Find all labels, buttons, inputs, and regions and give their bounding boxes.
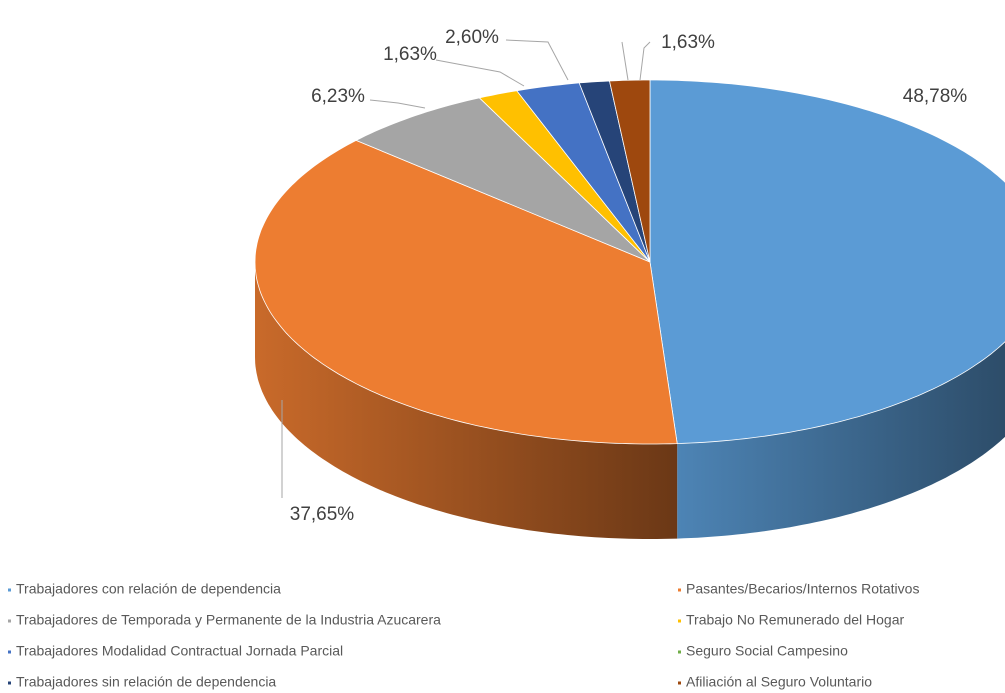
legend-marker [8,650,11,654]
data-label: 1,63% [661,32,715,53]
legend-label: Trabajadores de Temporada y Permanente d… [16,612,441,628]
pie-slice [578,80,651,263]
legend-marker [8,619,11,623]
legend-marker [678,588,681,592]
pie-tops [254,79,1005,445]
leader-line [639,41,651,81]
legend: Trabajadores con relación de dependencia… [8,581,919,690]
data-label: 6,23% [311,86,365,107]
pie-slice [254,139,678,445]
legend-label: Trabajadores con relación de dependencia [16,581,281,597]
legend-label: Trabajadores Modalidad Contractual Jorna… [16,643,343,659]
pie-side [255,262,678,539]
legend-label: Trabajo No Remunerado del Hogar [686,612,904,628]
leader-line [621,41,629,81]
legend-marker [678,650,681,654]
data-label: 1,63% [383,44,437,65]
legend-marker [678,619,681,623]
legend-label: Pasantes/Becarios/Internos Rotativos [686,581,919,597]
legend-marker [8,588,11,592]
pie-side [677,341,1005,539]
leader-line [505,39,569,81]
pie-slice [609,79,651,263]
data-label: 48,78% [903,86,968,107]
data-label: 2,60% [445,27,499,48]
leader-line [435,59,525,87]
leader-line [369,99,426,109]
legend-label: Seguro Social Campesino [686,643,848,659]
pie-slice [478,90,651,263]
data-label: 37,65% [290,504,355,525]
pie-slice [516,82,651,263]
legend-label: Afiliación al Seguro Voluntario [686,674,872,690]
data-labels: 48,78% 37,65% 6,23% 1,63% 2,60% 1,63% [290,27,968,525]
pie-slice [355,97,651,263]
legend-marker [8,681,11,685]
legend-marker [678,681,681,685]
leader-lines [281,39,651,498]
pie-slice [649,79,1005,445]
legend-label: Trabajadores sin relación de dependencia [16,674,276,690]
pie-sides [255,262,1005,539]
